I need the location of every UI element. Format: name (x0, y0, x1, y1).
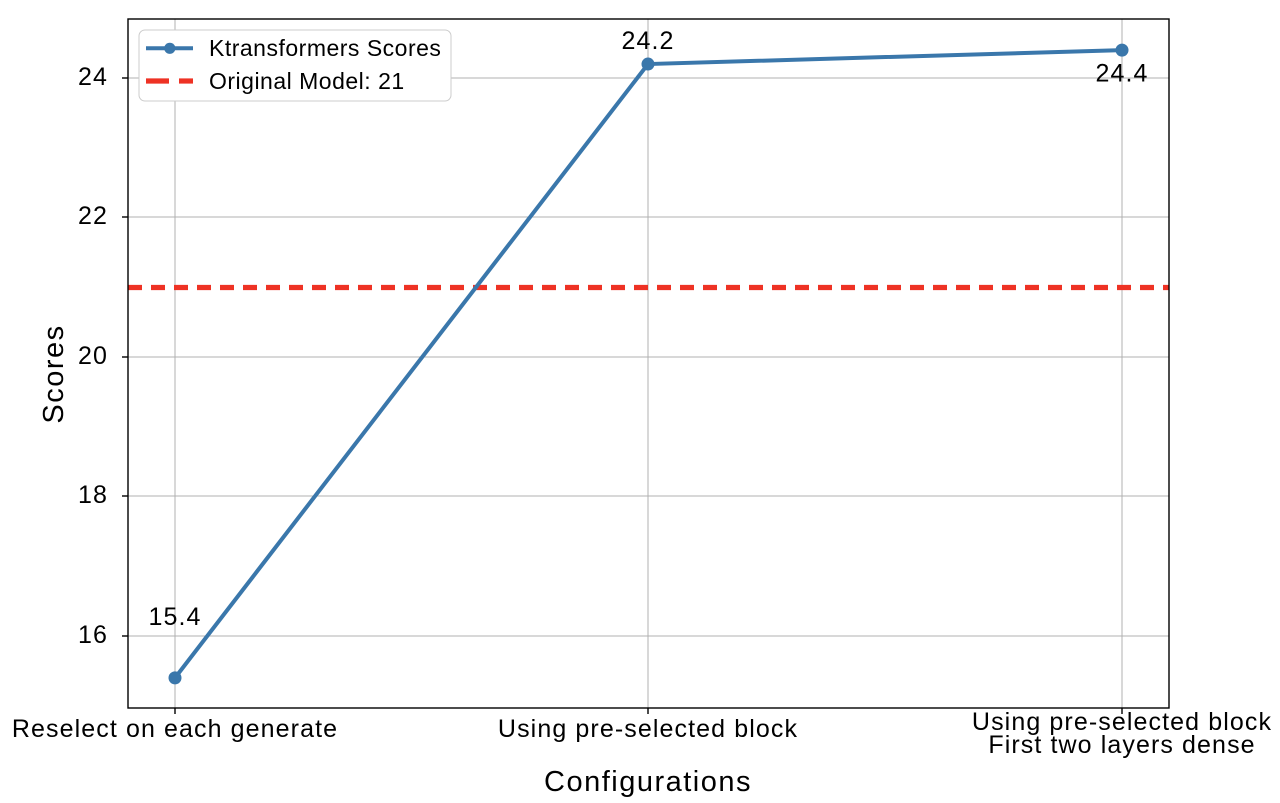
svg-text:20: 20 (78, 342, 108, 370)
svg-text:Original Model: 21: Original Model: 21 (209, 68, 405, 94)
svg-text:Scores: Scores (38, 324, 70, 423)
svg-text:Reselect on each generate: Reselect on each generate (12, 715, 338, 743)
svg-text:24.4: 24.4 (1095, 60, 1148, 88)
svg-text:24: 24 (78, 63, 108, 91)
svg-text:18: 18 (78, 481, 108, 509)
svg-text:24.2: 24.2 (621, 27, 674, 55)
svg-text:16: 16 (78, 621, 108, 649)
svg-text:15.4: 15.4 (148, 603, 201, 631)
svg-text:Configurations: Configurations (544, 766, 752, 798)
svg-text:Using pre-selected block: Using pre-selected block (498, 715, 798, 743)
svg-text:Ktransformers Scores: Ktransformers Scores (209, 35, 441, 61)
svg-text:First two layers dense: First two layers dense (988, 731, 1255, 759)
svg-text:22: 22 (78, 202, 108, 230)
